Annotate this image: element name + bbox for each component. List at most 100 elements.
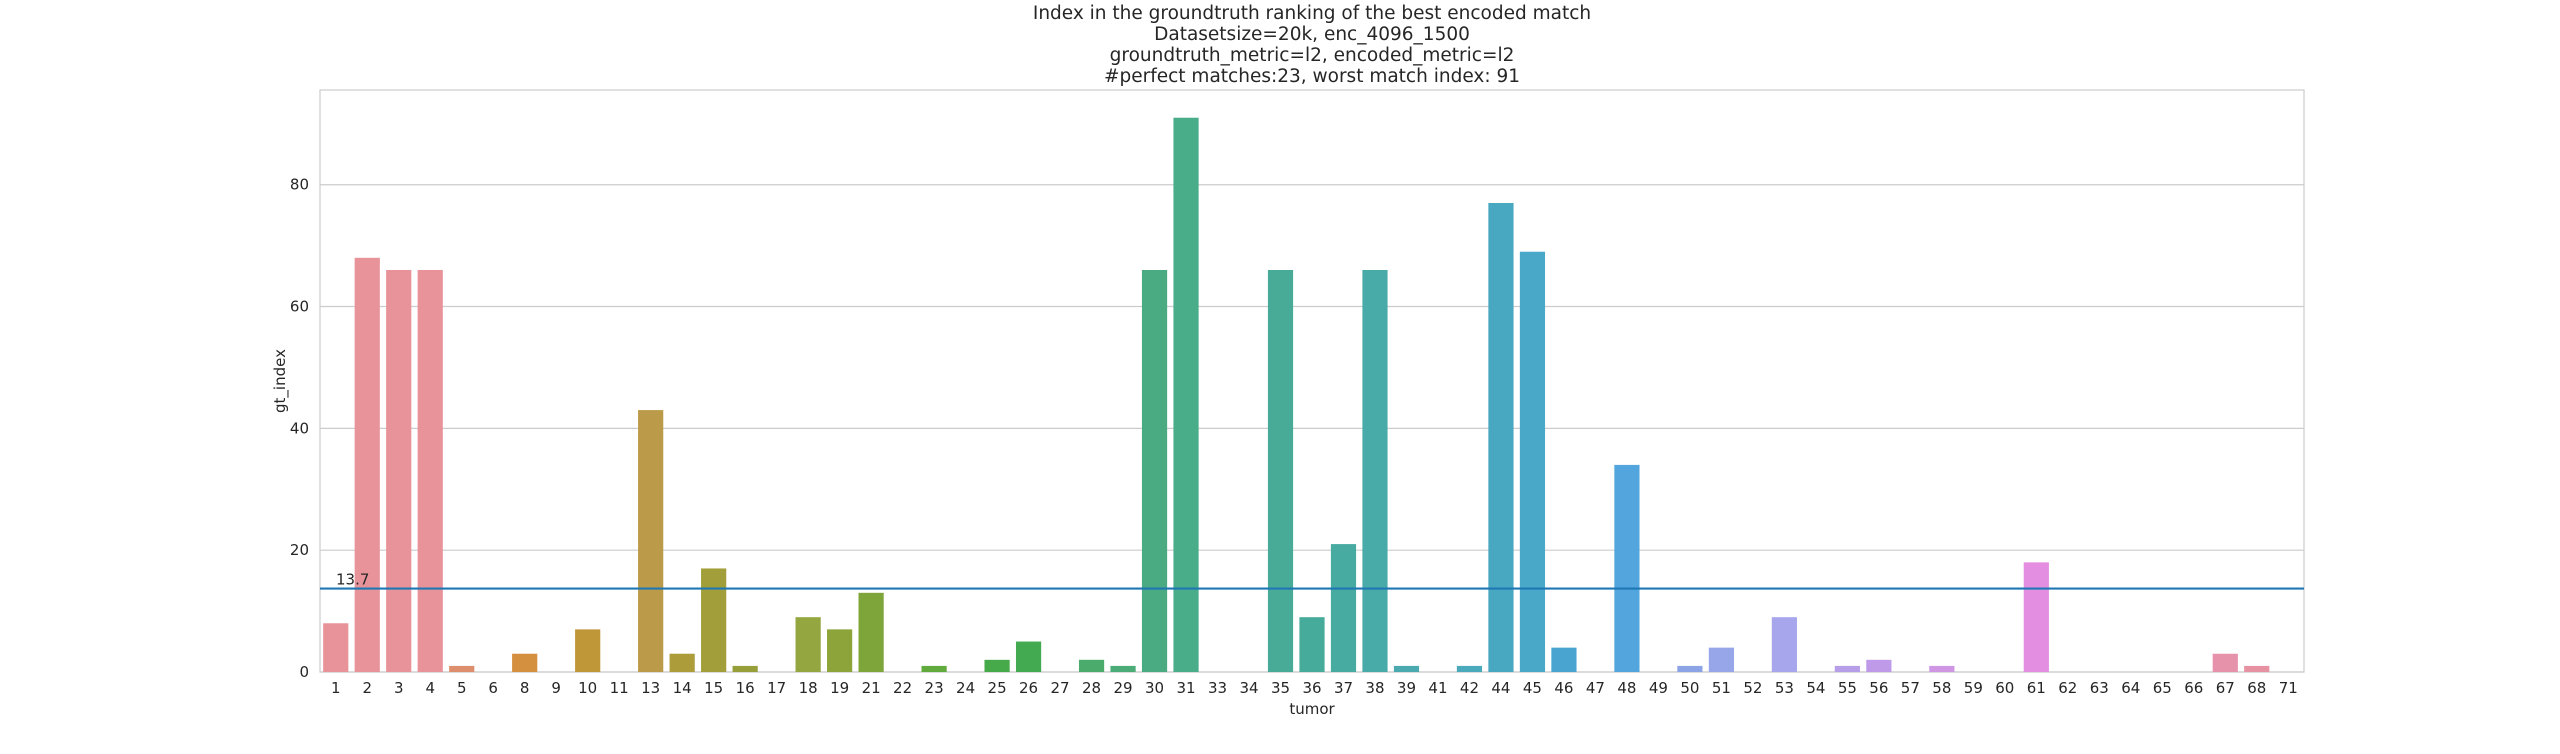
x-tick-label: 46 (1554, 679, 1573, 697)
x-tick-label: 50 (1680, 679, 1699, 697)
y-tick-label: 80 (290, 176, 309, 194)
bar (1519, 251, 1546, 673)
x-tick-label: 13 (641, 679, 660, 697)
bar (2023, 562, 2049, 672)
x-tick-label: 60 (1995, 679, 2014, 697)
bar (2212, 653, 2238, 672)
x-tick-label: 56 (1869, 679, 1888, 697)
x-tick-label: 19 (830, 679, 849, 697)
x-tick-label: 10 (578, 679, 597, 697)
plot-area (319, 89, 2305, 673)
x-tick-label: 25 (988, 679, 1007, 697)
x-tick-label: 41 (1428, 679, 1447, 697)
bar (323, 623, 349, 672)
y-tick-label: 20 (290, 541, 309, 559)
x-tick-label: 29 (1114, 679, 1133, 697)
x-tick-label: 2 (362, 679, 372, 697)
bar (732, 665, 758, 672)
x-tick-label: 34 (1239, 679, 1258, 697)
mean-line-label: 13.7 (336, 571, 369, 589)
x-tick-label: 18 (799, 679, 818, 697)
x-tick-label: 36 (1302, 679, 1321, 697)
x-tick-label: 71 (2279, 679, 2298, 697)
bar (1708, 647, 1734, 672)
bar (575, 629, 601, 672)
bar (512, 653, 538, 672)
x-tick-label: 8 (520, 679, 530, 697)
bar (449, 665, 475, 672)
bar (1267, 269, 1294, 672)
bar (1299, 617, 1325, 672)
chart-title: Index in the groundtruth ranking of the … (1033, 3, 1591, 87)
bar (669, 653, 695, 672)
bar (354, 257, 380, 672)
x-tick-label: 16 (736, 679, 755, 697)
x-tick-label: 54 (1806, 679, 1825, 697)
bar (858, 592, 884, 672)
x-tick-label: 30 (1145, 679, 1164, 697)
bars (323, 117, 2270, 673)
x-tick-label: 24 (956, 679, 975, 697)
x-tick-label: 58 (1932, 679, 1951, 697)
x-tick-label: 68 (2247, 679, 2266, 697)
x-tick-label: 67 (2216, 679, 2235, 697)
x-tick-label: 65 (2153, 679, 2172, 697)
bar (1141, 269, 1168, 672)
bar (921, 665, 947, 672)
x-tick-label: 5 (457, 679, 467, 697)
x-tick-label: 49 (1649, 679, 1668, 697)
x-tick-label: 51 (1712, 679, 1731, 697)
bar (701, 568, 727, 672)
x-tick-label: 31 (1176, 679, 1195, 697)
x-tick-label: 27 (1051, 679, 1070, 697)
x-tick-label: 22 (893, 679, 912, 697)
x-tick-label: 35 (1271, 679, 1290, 697)
title-line: Index in the groundtruth ranking of the … (1033, 3, 1591, 24)
title-line: #perfect matches:23, worst match index: … (1104, 66, 1520, 87)
x-tick-label: 42 (1460, 679, 1479, 697)
x-tick-label: 14 (673, 679, 692, 697)
bar (1677, 665, 1703, 672)
y-tick-label: 60 (290, 298, 309, 316)
x-tick-label: 44 (1491, 679, 1510, 697)
bar (386, 269, 412, 672)
bar (1866, 659, 1892, 672)
bar (1614, 464, 1640, 672)
x-tick-label: 28 (1082, 679, 1101, 697)
x-tick-label: 1 (331, 679, 341, 697)
x-tick-label: 53 (1775, 679, 1794, 697)
x-tick-label: 11 (610, 679, 629, 697)
x-tick-label: 48 (1617, 679, 1636, 697)
bar (638, 410, 664, 672)
y-tick-label: 40 (290, 419, 309, 437)
x-tick-label: 52 (1743, 679, 1762, 697)
x-tick-label: 9 (551, 679, 561, 697)
x-tick-label: 45 (1523, 679, 1542, 697)
bar (1173, 117, 1199, 672)
x-tick-label: 3 (394, 679, 404, 697)
bar (1929, 665, 1955, 672)
x-tick-label: 33 (1208, 679, 1227, 697)
bar (827, 629, 853, 672)
x-tick-label: 17 (767, 679, 786, 697)
x-tick-label: 63 (2090, 679, 2109, 697)
x-tick-label: 62 (2058, 679, 2077, 697)
x-tick-label: 61 (2027, 679, 2046, 697)
x-tick-label: 23 (925, 679, 944, 697)
x-axis-ticks: 1 2 3 4 5 6 8 9 10 11 13 14 15 16 17 18 19 21 22 23 24 25 26 27… (331, 679, 2298, 697)
x-tick-label: 26 (1019, 679, 1038, 697)
x-tick-label: 21 (862, 679, 881, 697)
x-tick-label: 55 (1838, 679, 1857, 697)
title-line: groundtruth_metric=l2, encoded_metric=l2 (1110, 45, 1515, 66)
bar (1456, 665, 1483, 672)
title-line: Datasetsize=20k, enc_4096_1500 (1154, 24, 1470, 45)
bar (417, 269, 443, 672)
x-tick-label: 6 (488, 679, 498, 697)
x-tick-label: 66 (2184, 679, 2203, 697)
y-axis-label: gt_index (271, 349, 290, 413)
bar (1771, 617, 1797, 672)
bar (1362, 269, 1388, 672)
bar (1393, 665, 1420, 672)
bar (1330, 544, 1357, 672)
